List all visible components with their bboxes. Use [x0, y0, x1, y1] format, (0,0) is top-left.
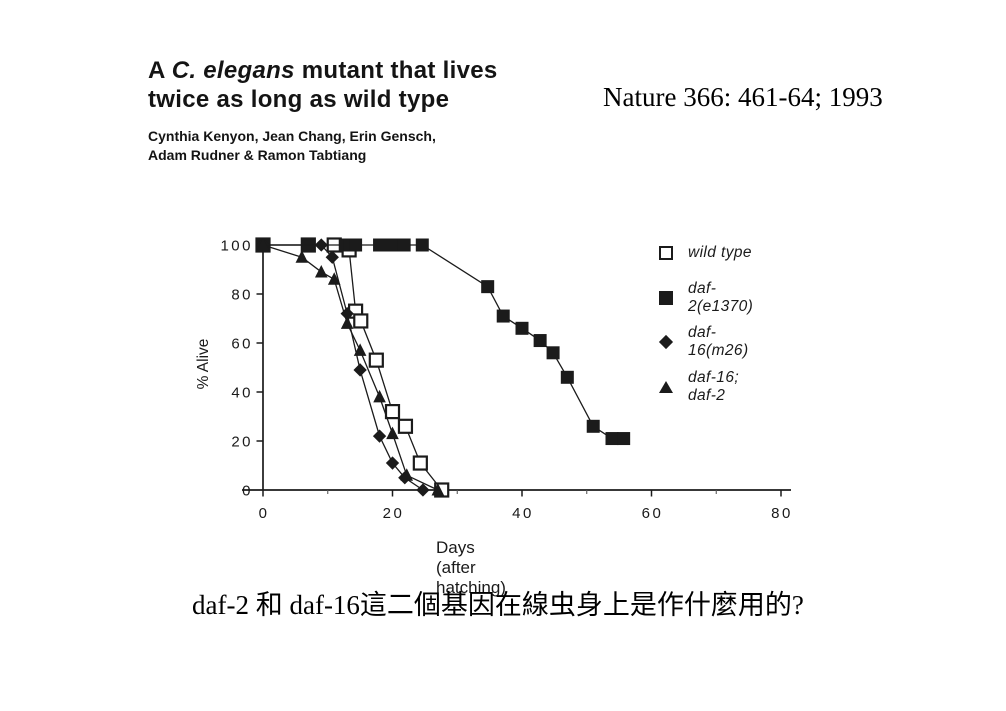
title-line2: twice as long as wild type: [148, 86, 450, 113]
svg-text:80: 80: [231, 287, 253, 304]
filled-triangle-marker-icon: [659, 380, 673, 393]
title-text-post: mutant that lives: [294, 57, 498, 84]
svg-text:60: 60: [231, 336, 253, 353]
authors-line1: Cynthia Kenyon, Jean Chang, Erin Gensch,: [148, 128, 436, 144]
paper-title: A C. elegans mutant that lives twice as …: [148, 56, 498, 114]
svg-text:40: 40: [231, 385, 253, 402]
svg-text:0: 0: [242, 483, 253, 500]
title-block: A C. elegans mutant that lives twice as …: [148, 56, 498, 165]
legend-label-daf-16: daf-16(m26): [688, 324, 749, 359]
filled-diamond-marker-icon: [658, 334, 674, 350]
svg-text:60: 60: [642, 505, 664, 522]
legend-item-daf-16-daf-2: daf-16; daf-2: [659, 369, 753, 404]
authors-line2: Adam Rudner & Ramon Tabtiang: [148, 147, 367, 163]
svg-text:80: 80: [771, 505, 793, 522]
title-text-italic: C. elegans: [171, 57, 295, 84]
svg-text:0: 0: [259, 505, 270, 522]
title-line1: A C. elegans mutant that lives: [148, 57, 498, 84]
legend-item-daf-16: daf-16(m26): [658, 324, 753, 359]
svg-text:20: 20: [383, 505, 405, 522]
legend-item-wild-type: wild type: [659, 243, 753, 263]
svg-text:40: 40: [512, 505, 534, 522]
filled-square-marker-icon: [659, 290, 673, 305]
svg-text:100: 100: [220, 238, 253, 255]
chart-legend: wild type daf-2(e1370) daf-16(m26) daf-1…: [658, 243, 753, 421]
y-axis-label: % Alive: [195, 338, 212, 390]
open-square-marker-icon: [659, 246, 673, 260]
svg-text:20: 20: [231, 434, 253, 451]
survival-chart: 0 20 40 60 80 0 20 40 60 80 100: [220, 237, 793, 522]
authors: Cynthia Kenyon, Jean Chang, Erin Gensch,…: [148, 127, 498, 165]
legend-label-wild-type: wild type: [688, 244, 752, 261]
legend-label-daf-16-daf-2: daf-16; daf-2: [688, 368, 740, 404]
legend-label-daf-2: daf-2(e1370): [688, 279, 754, 315]
citation: Nature 366: 461-64; 1993: [603, 82, 883, 112]
title-text-pre: A: [148, 57, 172, 84]
legend-item-daf-2: daf-2(e1370): [659, 280, 753, 315]
question-text: daf-2 和 daf-16這二個基因在線虫身上是作什麼用的?: [192, 590, 804, 620]
x-axis-label: Days (after hatching): [436, 538, 506, 597]
